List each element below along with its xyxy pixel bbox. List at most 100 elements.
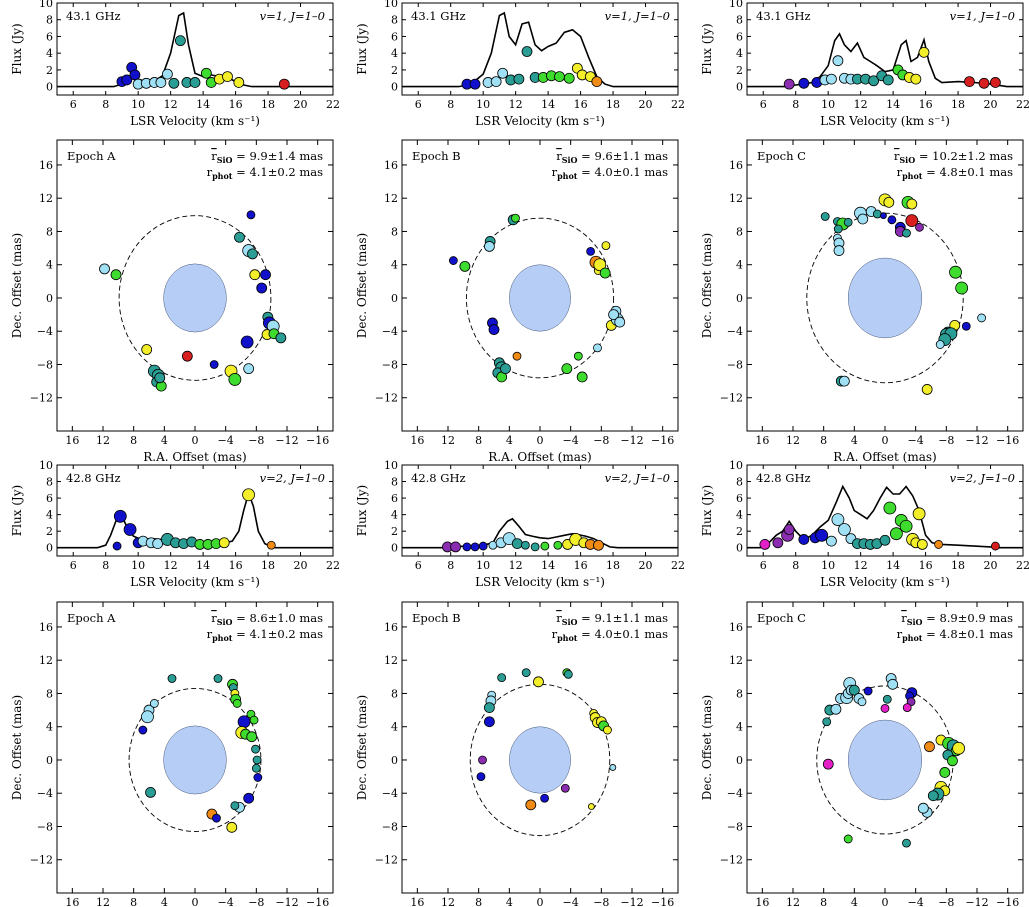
maser-spot: [902, 703, 912, 712]
maser-component-point: [218, 537, 230, 549]
x-tick-label: −8: [593, 434, 609, 447]
maser-spot: [521, 668, 531, 678]
y-tick-label: −12: [30, 392, 53, 405]
spectrum-panel-s6: 6 8 10 12 14 16 18 20 22 0 2 4 6 8 10 LSR Velocity (km …: [700, 459, 1029, 589]
x-tick-label: 16: [755, 434, 769, 447]
x-tick-label: 18: [951, 98, 965, 111]
maser-component-point: [511, 538, 523, 549]
y-tick-label: −12: [720, 854, 743, 867]
y-tick-label: 8: [736, 687, 743, 700]
maser-spot: [939, 767, 951, 778]
maser-component-point: [530, 542, 540, 552]
maser-component-point: [266, 540, 276, 550]
x-axis-label: R.A. Offset (mas): [143, 450, 246, 464]
maser-spot: [209, 360, 219, 369]
x-tick-label: 4: [851, 434, 858, 447]
sio-subscript: SiO: [562, 155, 578, 165]
y-tick-label: −8: [382, 358, 398, 371]
epoch-label: Epoch B: [412, 611, 461, 625]
y-tick-label: −8: [382, 820, 398, 833]
maser-spot: [483, 241, 495, 252]
maser-spot: [478, 755, 487, 765]
epoch-label: Epoch B: [412, 149, 461, 163]
transition-label: v=1, J=1–0: [950, 9, 1015, 23]
x-tick-label: 12: [441, 434, 455, 447]
phot-subscript: phot: [902, 633, 923, 643]
x-tick-label: 20: [294, 559, 308, 572]
x-tick-label: −16: [996, 434, 1019, 447]
maser-component-point: [918, 46, 930, 58]
maser-spot: [949, 265, 962, 279]
x-tick-label: 20: [984, 98, 998, 111]
x-tick-label: 12: [854, 559, 868, 572]
y-axis-label: Flux (Jy): [700, 23, 714, 74]
maser-spot: [243, 792, 255, 804]
epoch-label: Epoch A: [67, 149, 116, 163]
maser-spot: [212, 813, 221, 823]
x-tick-label: 14: [886, 559, 900, 572]
maser-spot: [251, 763, 261, 773]
photosphere-radius-annotation: rphot = 4.8±0.1 mas: [897, 627, 1014, 643]
y-tick-label: 4: [46, 721, 53, 734]
x-tick-label: −16: [996, 896, 1019, 907]
transition-label: v=1, J=1–0: [260, 9, 325, 23]
x-tick-label: 16: [65, 434, 79, 447]
x-tick-label: −8: [593, 896, 609, 907]
photosphere-disk: [847, 257, 923, 339]
phot-radius-value: = 4.1±0.2 mas: [233, 165, 324, 179]
x-tick-label: 14: [541, 559, 555, 572]
x-tick-label: 8: [792, 98, 799, 111]
x-tick-label: 6: [70, 559, 77, 572]
frequency-label: 43.1 GHz: [756, 9, 811, 23]
y-tick-label: 2: [736, 525, 743, 538]
maser-spot: [601, 241, 611, 250]
x-tick-label: 14: [196, 559, 210, 572]
x-tick-label: 8: [130, 896, 137, 907]
y-tick-label: 10: [729, 459, 743, 472]
maser-spot: [587, 803, 595, 810]
y-tick-label: 0: [391, 542, 398, 555]
x-tick-label: 16: [410, 434, 424, 447]
maser-spot: [887, 215, 897, 225]
y-tick-label: 2: [736, 64, 743, 77]
maser-spot: [872, 209, 882, 219]
x-tick-label: 10: [131, 98, 145, 111]
sio-radius-annotation: rSiO = 8.6±1.0 mas: [211, 611, 323, 627]
maser-spot: [593, 343, 602, 353]
y-tick-label: 0: [46, 81, 53, 94]
maser-spot: [243, 363, 255, 375]
y-tick-label: −12: [375, 854, 398, 867]
maser-spot: [961, 321, 971, 331]
photosphere-radius-annotation: rphot = 4.1±0.2 mas: [207, 627, 324, 643]
maser-spot: [977, 313, 986, 323]
maser-component-point: [772, 537, 784, 549]
y-axis-label: Dec. Offset (mas): [355, 695, 369, 800]
maser-component-point: [563, 72, 575, 84]
maser-spot: [857, 697, 867, 707]
maser-component-point: [497, 67, 509, 79]
x-tick-label: 12: [854, 98, 868, 111]
maser-component-point: [540, 541, 550, 551]
photosphere-radius-annotation: rphot = 4.1±0.2 mas: [207, 165, 324, 181]
sio-radius-value: = 9.6±1.1 mas: [578, 149, 669, 163]
sio-radius-symbol: r: [211, 149, 217, 163]
x-tick-label: 8: [820, 896, 827, 907]
phot-subscript: phot: [212, 171, 233, 181]
maser-component-point: [934, 540, 943, 549]
x-axis-label: LSR Velocity (km s⁻¹): [475, 575, 605, 589]
phot-subscript: phot: [557, 171, 578, 181]
maser-spot: [902, 228, 911, 238]
spectrum-frame: [56, 2, 334, 96]
maser-spot: [838, 375, 850, 387]
maser-spot: [230, 801, 240, 811]
spectrum-panel-s1: 6 8 10 12 14 16 18 20 22 0 2 4 6 8 10 LSR Velocity (km …: [10, 0, 340, 128]
spectrum-frame: [746, 2, 1024, 96]
y-tick-label: −4: [37, 787, 53, 800]
y-tick-label: 8: [736, 14, 743, 27]
y-tick-label: 12: [729, 654, 743, 667]
x-tick-label: 4: [506, 896, 513, 907]
x-tick-label: −8: [248, 896, 264, 907]
phot-subscript: phot: [557, 633, 578, 643]
y-tick-label: 0: [391, 292, 398, 305]
